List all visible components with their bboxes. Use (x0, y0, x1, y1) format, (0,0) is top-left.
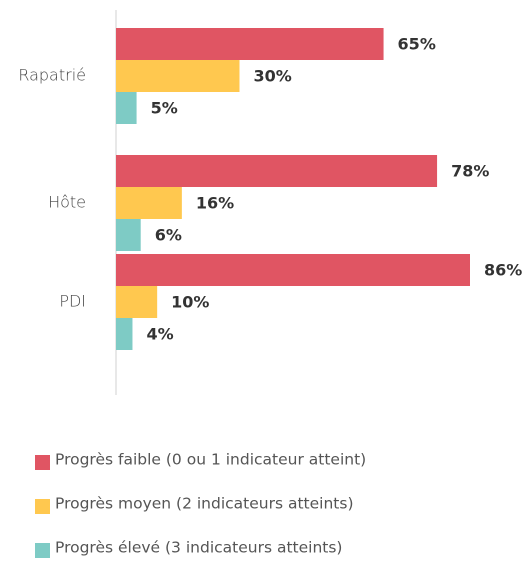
value-label: 10% (171, 293, 209, 312)
bar (116, 28, 384, 60)
bar (116, 286, 158, 318)
legend-label: Progrès élevé (3 indicateurs atteints) (55, 539, 342, 557)
value-label: 30% (253, 67, 291, 86)
bar (116, 219, 141, 251)
value-label: 65% (398, 35, 436, 54)
value-label: 78% (451, 162, 489, 181)
bar (116, 187, 182, 219)
legend-swatch (35, 543, 50, 558)
value-label: 5% (151, 99, 178, 118)
legend-label: Progrès faible (0 ou 1 indicateur attein… (55, 451, 366, 469)
bar (116, 92, 137, 124)
legend-label: Progrès moyen (2 indicateurs atteints) (55, 495, 354, 513)
legend-swatch (35, 499, 50, 514)
category-label: PDI (59, 292, 86, 311)
value-label: 6% (155, 226, 182, 245)
value-label: 86% (484, 261, 522, 280)
category-label: Rapatrié (18, 66, 86, 85)
bar (116, 60, 240, 92)
legend-swatch (35, 455, 50, 470)
bar (116, 155, 438, 187)
value-label: 4% (146, 325, 173, 344)
value-label: 16% (196, 194, 234, 213)
bar (116, 318, 133, 350)
bar (116, 254, 470, 286)
category-label: Hôte (48, 193, 86, 212)
